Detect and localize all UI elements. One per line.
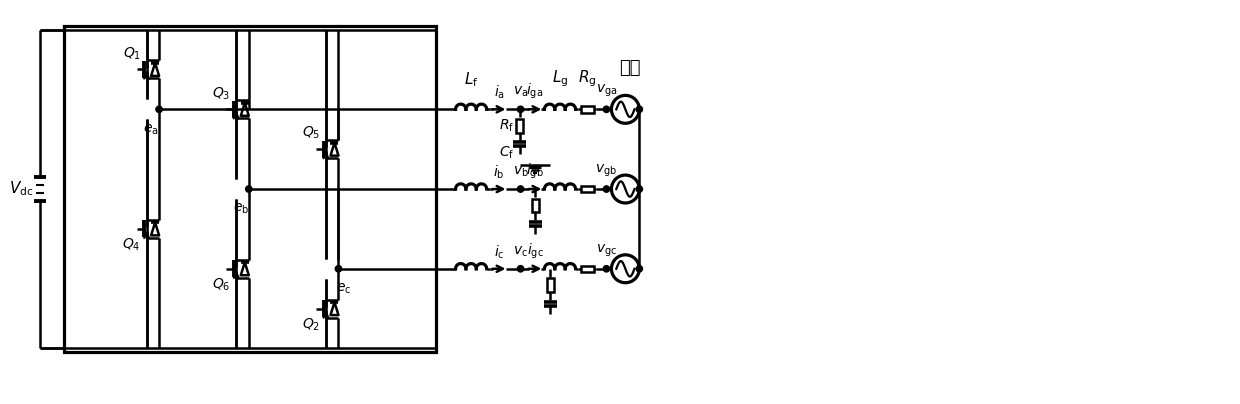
Circle shape [636, 186, 642, 192]
Circle shape [517, 106, 523, 112]
Bar [547, 278, 554, 292]
Text: $e_{\mathrm{a}}$: $e_{\mathrm{a}}$ [144, 122, 159, 137]
Circle shape [636, 265, 642, 272]
Text: $i_{\mathrm{gc}}$: $i_{\mathrm{gc}}$ [527, 242, 543, 261]
Text: $i_{\mathrm{c}}$: $i_{\mathrm{c}}$ [494, 243, 505, 261]
Text: $v_{\mathrm{gb}}$: $v_{\mathrm{gb}}$ [595, 163, 618, 179]
Text: $i_{\mathrm{a}}$: $i_{\mathrm{a}}$ [494, 84, 505, 101]
Text: $Q_{4}$: $Q_{4}$ [123, 237, 141, 253]
Text: $i_{\mathrm{gb}}$: $i_{\mathrm{gb}}$ [526, 162, 544, 181]
Circle shape [636, 106, 642, 112]
Bar [532, 198, 539, 213]
Text: $v_{\mathrm{gc}}$: $v_{\mathrm{gc}}$ [596, 242, 618, 259]
Text: 电网: 电网 [620, 59, 641, 78]
Text: $v_{\mathrm{a}}$: $v_{\mathrm{a}}$ [513, 85, 528, 99]
Bar [580, 106, 594, 113]
Bar [580, 265, 594, 272]
Circle shape [517, 265, 523, 272]
Text: $V_{\mathrm{dc}}$: $V_{\mathrm{dc}}$ [9, 180, 33, 198]
Text: $Q_{1}$: $Q_{1}$ [123, 45, 141, 62]
Text: $Q_{2}$: $Q_{2}$ [303, 316, 320, 333]
Bar [516, 119, 523, 133]
Text: $Q_{3}$: $Q_{3}$ [212, 85, 231, 101]
Text: $Q_{5}$: $Q_{5}$ [301, 125, 320, 141]
Text: $v_{\mathrm{ga}}$: $v_{\mathrm{ga}}$ [595, 83, 618, 99]
Text: $v_{\mathrm{b}}$: $v_{\mathrm{b}}$ [512, 165, 528, 179]
Circle shape [603, 265, 610, 272]
Bar [580, 186, 594, 192]
Circle shape [517, 186, 523, 192]
Text: $Q_{6}$: $Q_{6}$ [212, 276, 231, 293]
Circle shape [335, 265, 342, 272]
Bar [64, 25, 435, 352]
Circle shape [156, 106, 162, 112]
Text: $i_{\mathrm{b}}$: $i_{\mathrm{b}}$ [494, 164, 505, 181]
Text: $e_{\mathrm{c}}$: $e_{\mathrm{c}}$ [336, 282, 351, 296]
Circle shape [603, 106, 610, 112]
Text: $L_{\mathrm{f}}$: $L_{\mathrm{f}}$ [464, 71, 479, 89]
Text: $C_{\mathrm{f}}$: $C_{\mathrm{f}}$ [498, 145, 515, 161]
Circle shape [246, 186, 252, 192]
Text: $L_{\mathrm{g}}$: $L_{\mathrm{g}}$ [552, 69, 568, 89]
Text: $v_{\mathrm{c}}$: $v_{\mathrm{c}}$ [513, 244, 528, 259]
Circle shape [603, 186, 610, 192]
Text: $R_{\mathrm{g}}$: $R_{\mathrm{g}}$ [578, 69, 596, 89]
Text: $i_{\mathrm{ga}}$: $i_{\mathrm{ga}}$ [527, 82, 543, 101]
Text: $e_{\mathrm{b}}$: $e_{\mathrm{b}}$ [233, 202, 249, 217]
Text: $R_{\mathrm{f}}$: $R_{\mathrm{f}}$ [498, 118, 515, 134]
